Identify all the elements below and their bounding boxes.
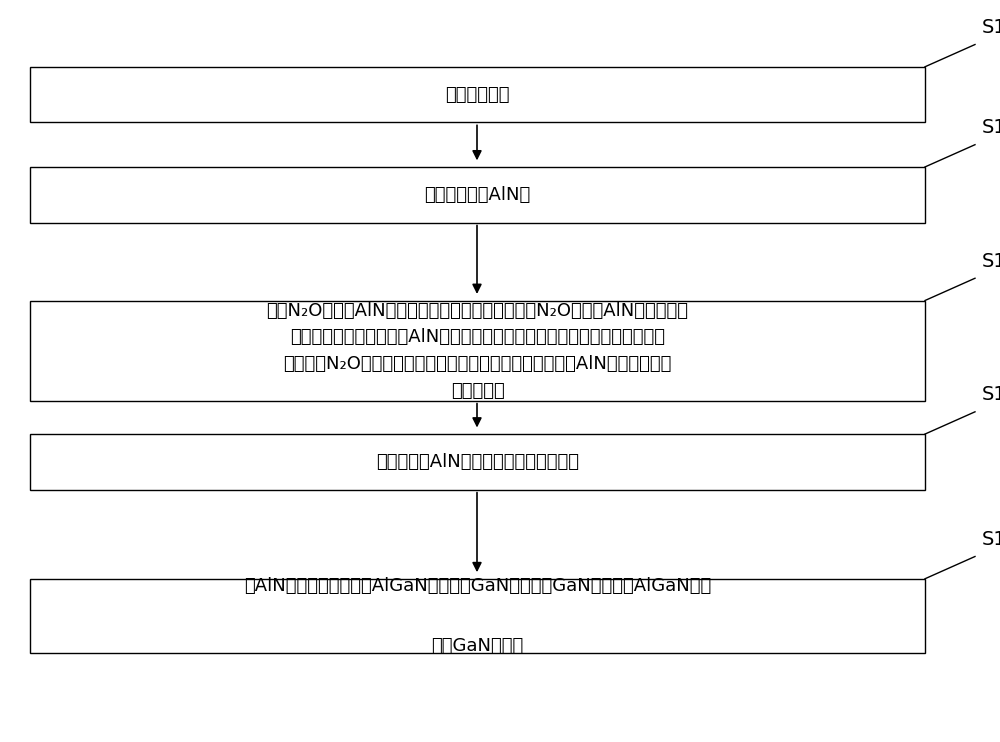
Text: 提供一硅衬底: 提供一硅衬底 bbox=[445, 85, 510, 104]
Text: 正极电离N₂O气体，得到带正电荷的氮原子团与氧原子团对AlN层表面进行等: 正极电离N₂O气体，得到带正电荷的氮原子团与氧原子团对AlN层表面进行等 bbox=[283, 355, 672, 373]
Bar bbox=[30, 579, 925, 653]
Text: S102: S102 bbox=[982, 118, 1000, 137]
Bar bbox=[30, 167, 925, 223]
Text: S101: S101 bbox=[982, 18, 1000, 37]
Text: 层与GaN盖帽层: 层与GaN盖帽层 bbox=[431, 637, 524, 654]
Bar bbox=[30, 67, 925, 122]
Bar bbox=[30, 301, 925, 401]
Text: 离子体处理: 离子体处理 bbox=[451, 381, 504, 400]
Text: 使用氢气对AlN层表面进行等离子体处理: 使用氢气对AlN层表面进行等离子体处理 bbox=[376, 453, 579, 471]
Text: 在AlN层的表面依次生长AlGaN缓冲层、GaN高阻层、GaN沟道层、AlGaN势垒: 在AlN层的表面依次生长AlGaN缓冲层、GaN高阻层、GaN沟道层、AlGaN… bbox=[244, 577, 711, 595]
Text: 等离子体处理，包括：使AlN层位于磁控溅射设备的负极，在磁控溅射设备的: 等离子体处理，包括：使AlN层位于磁控溅射设备的负极，在磁控溅射设备的 bbox=[290, 328, 665, 347]
Text: 使用N₂O气体对AlN层表面进行等离子体处理。使用N₂O气体对AlN层表面进行: 使用N₂O气体对AlN层表面进行等离子体处理。使用N₂O气体对AlN层表面进行 bbox=[267, 301, 688, 320]
Text: S105: S105 bbox=[982, 530, 1000, 549]
Text: 在硅衬底生长AlN层: 在硅衬底生长AlN层 bbox=[424, 186, 531, 204]
Text: S104: S104 bbox=[982, 385, 1000, 404]
Bar bbox=[30, 434, 925, 490]
Text: S103: S103 bbox=[982, 252, 1000, 271]
